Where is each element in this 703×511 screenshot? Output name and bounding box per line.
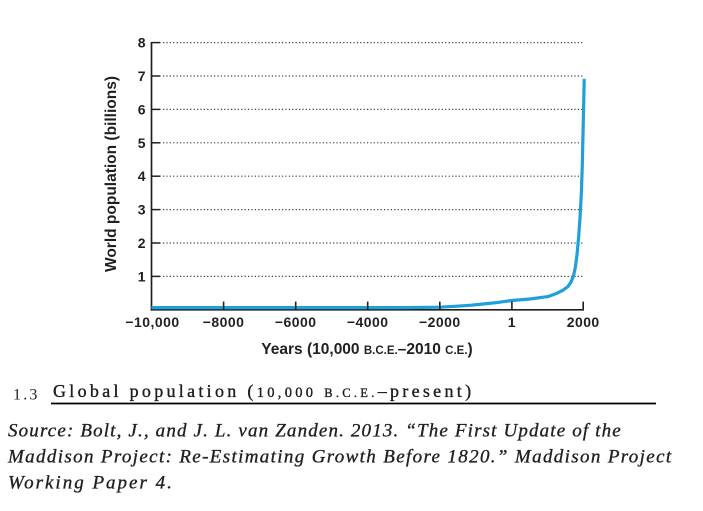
svg-text:2000: 2000 <box>567 314 600 330</box>
svg-text:−8000: −8000 <box>203 314 245 330</box>
svg-text:8: 8 <box>138 35 146 51</box>
svg-text:3: 3 <box>138 202 146 218</box>
svg-text:5: 5 <box>138 135 146 151</box>
svg-text:6: 6 <box>138 101 146 117</box>
svg-text:1: 1 <box>138 268 146 284</box>
svg-text:−6000: −6000 <box>275 314 317 330</box>
svg-text:7: 7 <box>138 68 146 84</box>
svg-text:Global population (10,000 B.C.: Global population (10,000 B.C.E.–present… <box>53 381 474 402</box>
svg-text:−10,000: −10,000 <box>125 314 179 330</box>
svg-text:1: 1 <box>508 314 516 330</box>
svg-text:Maddison Project: Re-Estimatin: Maddison Project: Re-Estimating Growth B… <box>7 447 673 468</box>
svg-text:Working Paper 4.: Working Paper 4. <box>8 473 174 494</box>
svg-text:−4000: −4000 <box>347 314 389 330</box>
svg-text:World population (billions): World population (billions) <box>103 76 120 272</box>
svg-text:4: 4 <box>138 168 146 184</box>
svg-text:−2000: −2000 <box>419 314 461 330</box>
svg-text:1.3: 1.3 <box>13 387 40 404</box>
svg-text:Source: Bolt, J., and J. L. va: Source: Bolt, J., and J. L. van Zanden. … <box>8 421 622 442</box>
svg-text:2: 2 <box>138 235 146 251</box>
svg-text:Years (10,000 B.C.E.–2010 C.E.: Years (10,000 B.C.E.–2010 C.E.) <box>261 341 472 358</box>
